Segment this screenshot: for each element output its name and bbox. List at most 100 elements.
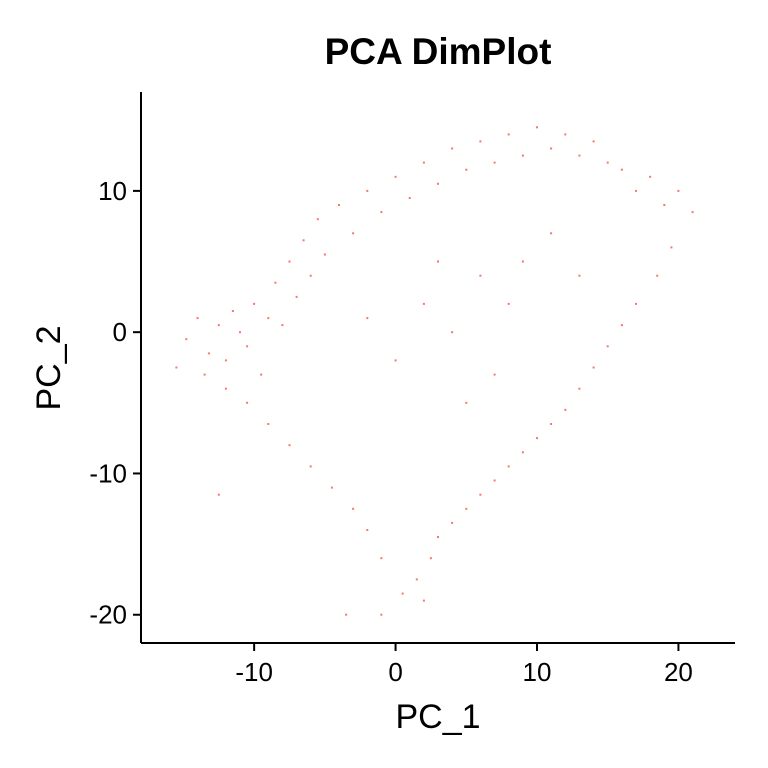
data-point — [521, 451, 524, 454]
y-tick-label: 10 — [98, 176, 127, 206]
data-point — [267, 423, 270, 425]
data-point — [366, 189, 369, 192]
data-point — [507, 465, 510, 468]
data-point — [380, 211, 383, 214]
data-point — [267, 317, 270, 320]
data-point — [175, 366, 178, 369]
data-point — [203, 373, 206, 376]
x-axis-ticks: -10 0 10 20 — [235, 643, 693, 687]
data-point — [345, 613, 348, 616]
data-point — [207, 352, 210, 355]
data-point — [578, 154, 581, 157]
data-point — [507, 302, 510, 305]
data-point — [309, 274, 312, 277]
data-point — [288, 444, 291, 447]
data-point — [550, 232, 553, 235]
data-point — [663, 204, 666, 206]
data-point — [493, 161, 496, 164]
data-point — [479, 274, 482, 277]
data-point — [415, 578, 418, 581]
data-point — [302, 239, 305, 242]
y-tick-label: 0 — [113, 317, 127, 347]
data-point — [253, 302, 256, 305]
data-point — [649, 175, 652, 178]
data-point — [635, 302, 637, 305]
data-point — [422, 161, 425, 164]
y-tick-label: -10 — [89, 458, 127, 488]
data-point — [493, 479, 496, 482]
data-point — [465, 507, 468, 510]
data-point — [323, 253, 326, 256]
data-point — [316, 218, 319, 221]
data-point — [231, 310, 234, 312]
data-point — [578, 274, 581, 277]
chart-title: PCA DimPlot — [325, 31, 552, 72]
data-point — [592, 140, 595, 143]
data-point — [451, 331, 454, 334]
data-point — [408, 197, 411, 199]
data-point — [465, 401, 468, 404]
data-point — [422, 599, 425, 602]
data-point — [479, 140, 482, 143]
data-point — [217, 493, 220, 496]
data-point — [380, 613, 383, 616]
data-point — [564, 133, 567, 136]
y-axis-ticks: 10 0 -10 -20 — [89, 176, 141, 630]
data-point — [338, 204, 340, 206]
data-point — [366, 529, 369, 531]
data-point — [246, 345, 249, 348]
y-axis-label: PC_2 — [30, 325, 68, 410]
data-point — [288, 260, 291, 263]
data-point — [401, 592, 404, 595]
data-point — [550, 147, 553, 150]
data-point — [606, 345, 609, 348]
points-layer — [175, 126, 694, 616]
x-tick-label: 0 — [388, 657, 402, 687]
data-point — [217, 324, 220, 327]
data-point — [394, 359, 397, 362]
data-point — [564, 408, 567, 411]
data-point — [656, 274, 659, 277]
x-tick-label: 10 — [523, 657, 552, 687]
data-point — [295, 295, 298, 298]
data-point — [578, 387, 581, 390]
data-point — [274, 281, 277, 284]
x-tick-label: 20 — [664, 657, 693, 687]
x-axis-label: PC_1 — [395, 698, 480, 736]
data-point — [196, 317, 199, 320]
data-point — [422, 302, 425, 305]
data-point — [260, 373, 263, 376]
data-point — [691, 211, 694, 214]
data-point — [635, 189, 637, 192]
data-point — [670, 246, 673, 249]
data-point — [366, 317, 369, 320]
data-point — [620, 168, 623, 171]
y-tick-label: -20 — [89, 600, 127, 630]
data-point — [507, 133, 510, 136]
data-point — [451, 521, 454, 524]
data-point — [352, 232, 355, 235]
data-point — [465, 168, 468, 171]
data-point — [606, 161, 609, 164]
data-point — [330, 486, 333, 489]
data-point — [592, 366, 595, 369]
data-point — [437, 260, 439, 263]
data-point — [677, 189, 680, 192]
data-point — [380, 557, 383, 560]
data-point — [224, 387, 227, 390]
data-point — [246, 401, 249, 404]
data-point — [536, 437, 538, 440]
data-point — [239, 331, 241, 334]
data-point — [437, 182, 439, 185]
data-point — [437, 536, 439, 538]
data-point — [185, 338, 188, 341]
data-point — [550, 423, 553, 425]
data-point — [224, 359, 227, 362]
data-point — [493, 373, 496, 376]
data-point — [620, 324, 623, 327]
data-point — [352, 507, 355, 510]
data-point — [309, 465, 312, 468]
data-point — [521, 260, 524, 263]
data-point — [281, 324, 284, 327]
